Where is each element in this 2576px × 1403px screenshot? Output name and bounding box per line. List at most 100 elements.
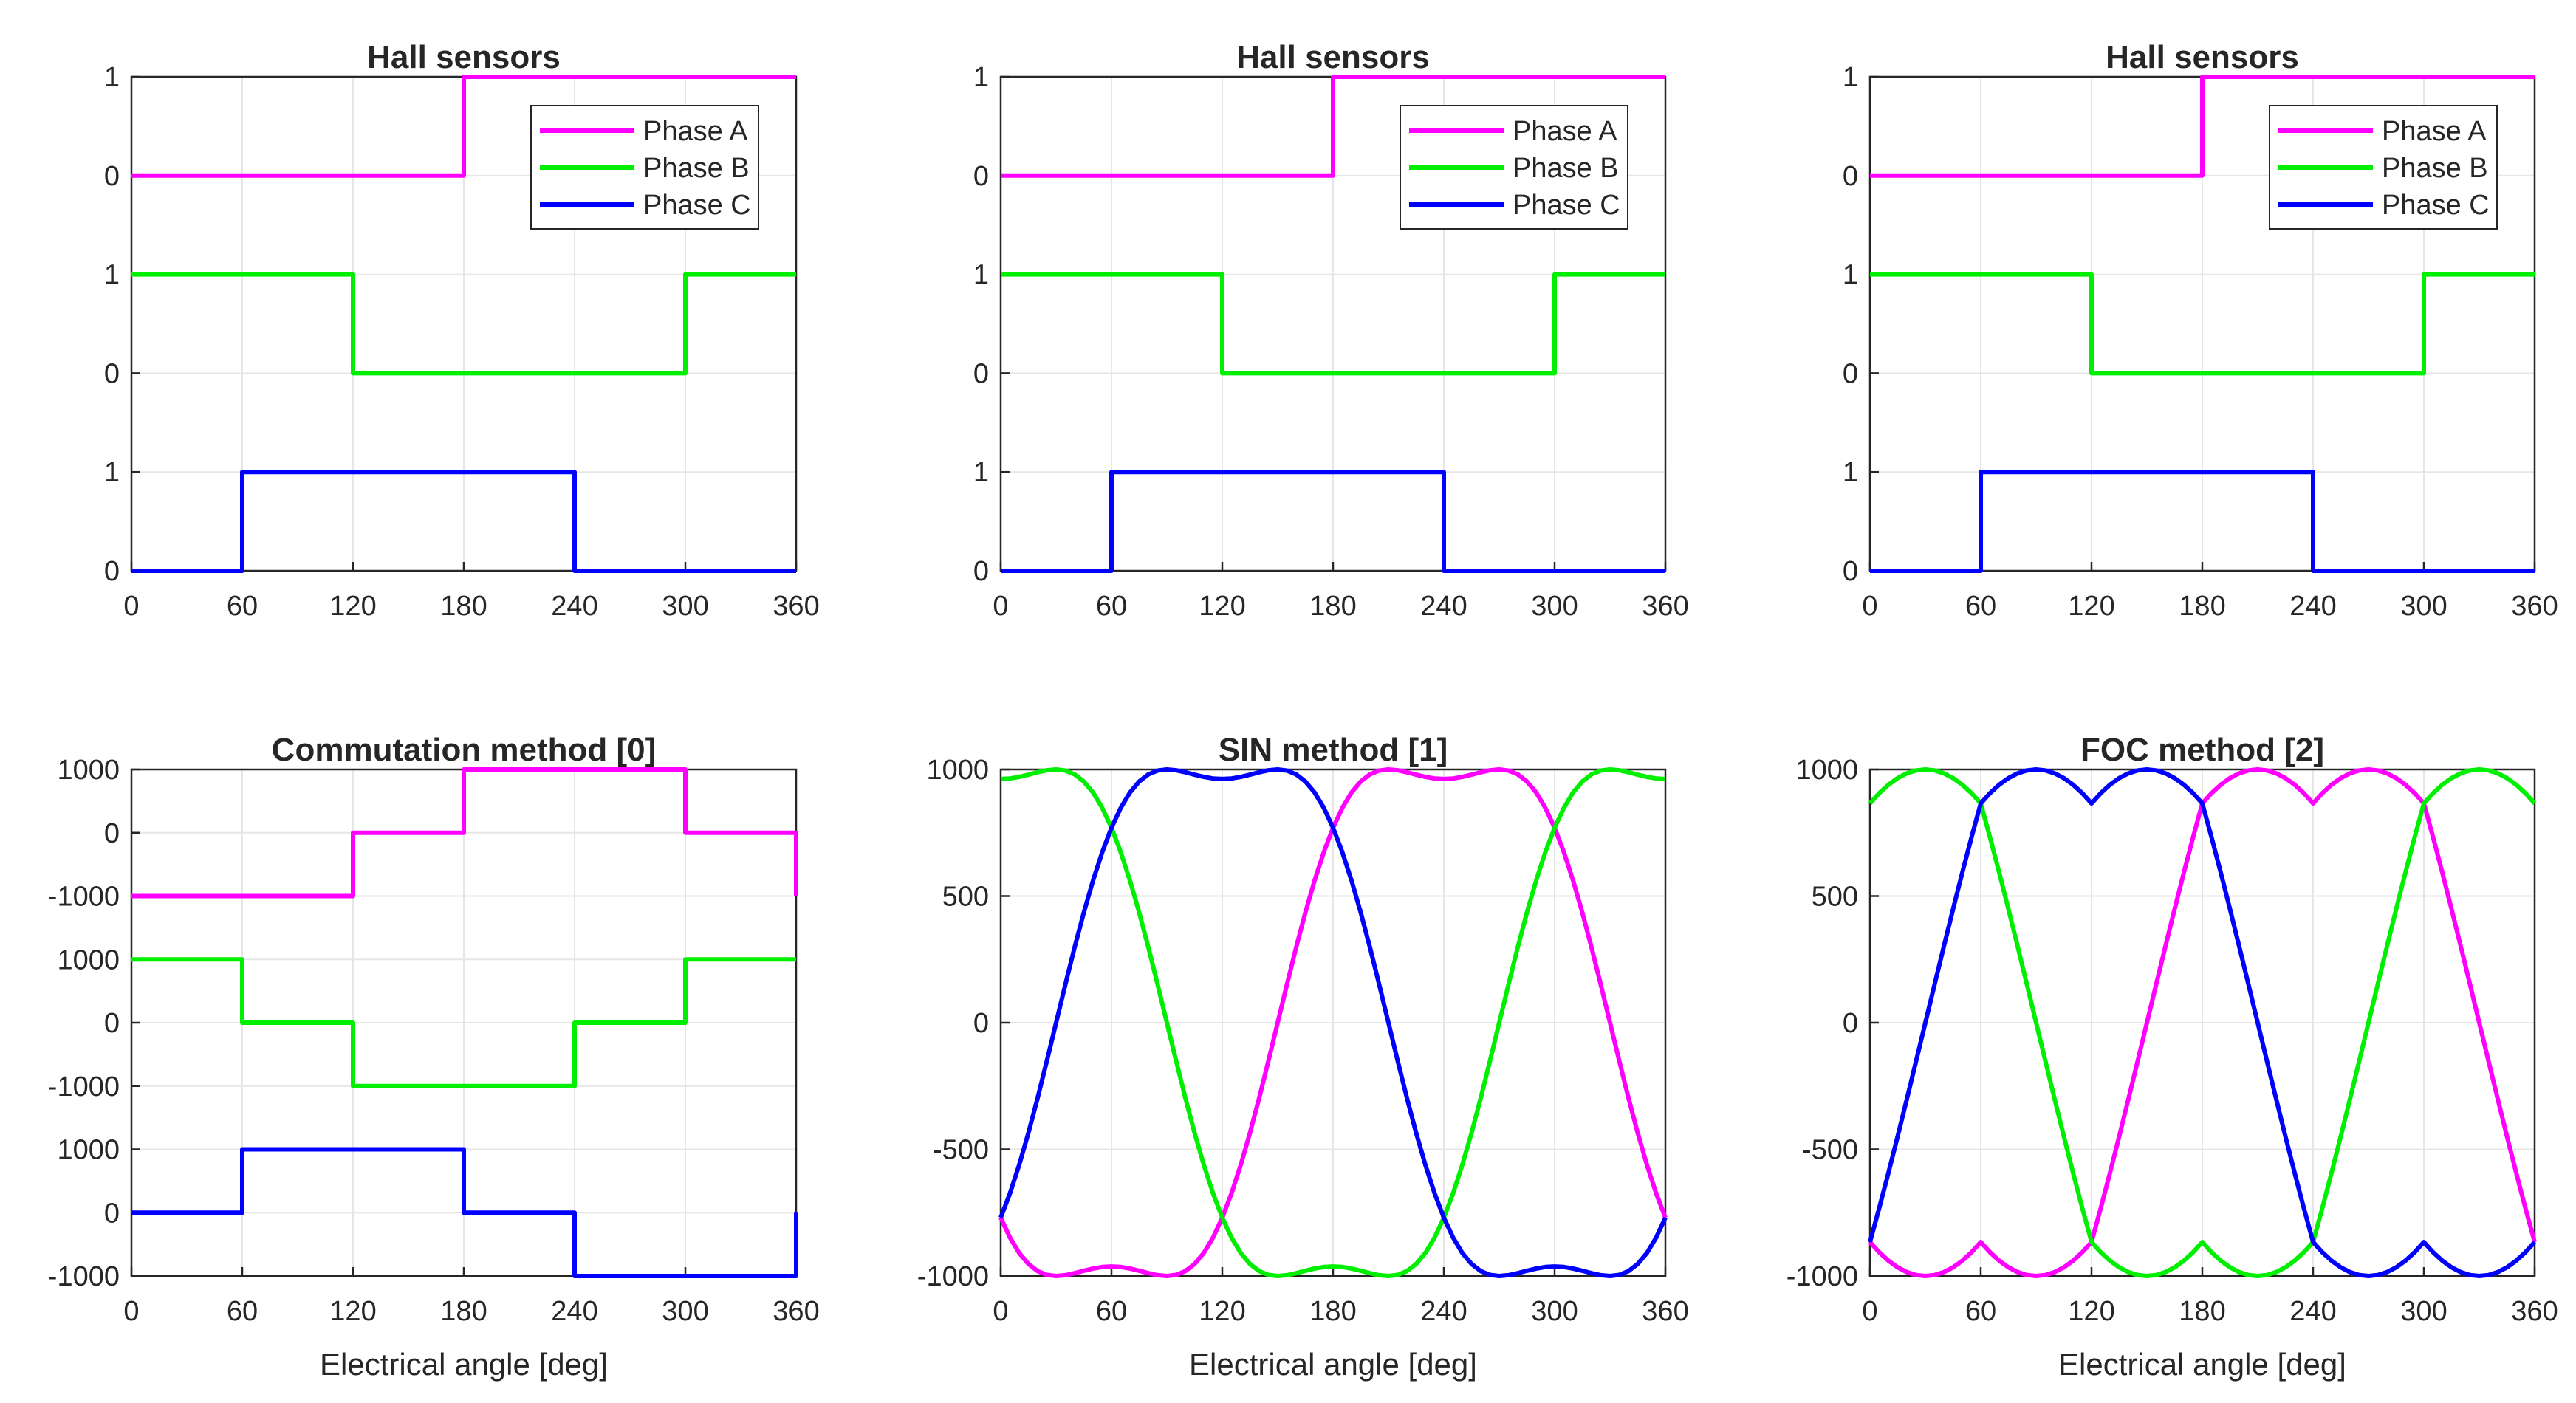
legend-box: Phase A Phase B Phase C	[2269, 105, 2498, 230]
chart-title: Hall sensors	[1236, 39, 1430, 75]
x-tick-label: 300	[662, 591, 708, 622]
legend-label-phase-c: Phase C	[1513, 190, 1620, 221]
y-tick-label: 1	[104, 62, 120, 93]
x-tick-label: 180	[2179, 591, 2225, 622]
y-tick-label: -1000	[1787, 1261, 1858, 1292]
chart-title: Commutation method [0]	[272, 732, 657, 768]
y-tick-label: 0	[1843, 161, 1858, 192]
subplot-hall-sensors-1: 0 60 120 180 240 300 360 1 0 1 0 1 0 Hall sensors Phas…	[104, 39, 820, 622]
legend-box: Phase A Phase B Phase C	[1400, 105, 1628, 230]
legend-label-phase-a: Phase A	[2382, 116, 2487, 147]
x-tick-label: 60	[1096, 1296, 1127, 1327]
x-tick-label: 60	[1965, 1296, 1996, 1327]
y-tick-label: 1000	[1795, 755, 1858, 786]
x-tick-label: 300	[662, 1296, 708, 1327]
x-tick-label: 360	[1642, 1296, 1688, 1327]
x-tick-label: 0	[123, 1296, 139, 1327]
x-tick-label: 360	[2511, 1296, 2558, 1327]
x-tick-label: 180	[1309, 1296, 1356, 1327]
y-tick-label: 1	[104, 457, 120, 488]
y-tick-label: 0	[104, 161, 120, 192]
chart-title: SIN method [1]	[1219, 732, 1448, 768]
series-phase-c	[1001, 470, 1665, 573]
x-tick-label: 120	[1199, 591, 1245, 622]
legend-label-phase-a: Phase A	[1513, 116, 1617, 147]
y-tick-label: 0	[973, 358, 989, 389]
series-phase-b	[1870, 272, 2535, 376]
series-phase-a	[1001, 75, 1665, 178]
x-tick-label: 0	[1862, 591, 1877, 622]
x-tick-label: 300	[2400, 1296, 2447, 1327]
y-tick-label: 0	[104, 556, 120, 587]
x-tick-label: 240	[2289, 1296, 2336, 1327]
series-phase-c	[131, 1147, 798, 1278]
x-tick-label: 60	[1965, 591, 1996, 622]
y-tick-label: 500	[1812, 882, 1858, 913]
y-tick-label: 0	[973, 161, 989, 192]
x-tick-label: 60	[1096, 591, 1127, 622]
subplot-hall-sensors-3: 0 60 120 180 240 300 360 1 0 1 0 1 0 Hall sensors Phas…	[1843, 39, 2558, 622]
series-phase-c	[1868, 767, 2537, 1278]
y-tick-label: -1000	[48, 1071, 120, 1102]
y-tick-label: -1000	[48, 882, 120, 913]
y-tick-label: 0	[973, 1008, 989, 1039]
legend-box: Phase A Phase B Phase C	[530, 105, 759, 230]
x-tick-label: 180	[440, 1296, 487, 1327]
x-tick-label: 360	[2511, 591, 2558, 622]
series-phase-b	[131, 272, 796, 376]
x-tick-label: 180	[440, 591, 487, 622]
x-tick-label: 60	[227, 1296, 258, 1327]
subplot-foc-method: 0 60 120 180 240 300 360 1000 500 0 -500 -1000 FOC m…	[1787, 732, 2558, 1382]
chart-title: Hall sensors	[2106, 39, 2299, 75]
x-tick-label: 360	[773, 591, 819, 622]
legend-label-phase-c: Phase C	[2382, 190, 2490, 221]
x-tick-label: 300	[1531, 1296, 1578, 1327]
y-tick-label: 0	[1843, 1008, 1858, 1039]
subplot-commutation-method: 0 60 120 180 240 300 36010000-100010000-100010…	[48, 732, 820, 1382]
y-tick-label: -500	[933, 1135, 989, 1166]
y-tick-label: -1000	[48, 1261, 120, 1292]
x-tick-label: 240	[551, 1296, 597, 1327]
legend-label-phase-b: Phase B	[1513, 153, 1619, 184]
x-tick-label: 360	[773, 1296, 819, 1327]
y-tick-label: -500	[1802, 1135, 1858, 1166]
x-tick-label: 360	[1642, 591, 1688, 622]
y-tick-label: 0	[104, 358, 120, 389]
y-tick-label: 1000	[57, 1135, 120, 1166]
y-tick-label: 0	[973, 556, 989, 587]
y-tick-label: 500	[942, 882, 989, 913]
y-tick-label: 0	[1843, 358, 1858, 389]
y-tick-label: 0	[1843, 556, 1858, 587]
y-tick-label: 0	[104, 818, 120, 849]
x-tick-label: 120	[329, 591, 376, 622]
legend-label-phase-c: Phase C	[643, 190, 751, 221]
x-axis-label: Electrical angle [deg]	[320, 1347, 608, 1382]
x-axis-label: Electrical angle [deg]	[2058, 1347, 2346, 1382]
y-tick-label: 1	[973, 260, 989, 291]
y-tick-label: 1	[1843, 457, 1858, 488]
x-axis-label: Electrical angle [deg]	[1189, 1347, 1477, 1382]
y-tick-label: 1000	[926, 755, 989, 786]
x-tick-label: 180	[1309, 591, 1356, 622]
series-phase-b	[1001, 272, 1665, 376]
x-tick-label: 0	[1862, 1296, 1877, 1327]
x-tick-label: 240	[1420, 591, 1467, 622]
x-tick-label: 240	[2289, 591, 2336, 622]
y-tick-label: 1	[104, 260, 120, 291]
subplot-sin-method: 0 60 120 180 240 300 360 1000 500 0 -500 -1000 SIN m…	[917, 732, 1689, 1382]
x-tick-label: 60	[227, 591, 258, 622]
series-phase-a	[131, 75, 796, 178]
x-tick-label: 120	[2068, 591, 2114, 622]
x-tick-label: 0	[123, 591, 139, 622]
series-phase-c	[998, 767, 1668, 1278]
x-tick-label: 120	[329, 1296, 376, 1327]
y-tick-label: 1	[973, 62, 989, 93]
legend-label-phase-a: Phase A	[643, 116, 748, 147]
y-tick-label: -1000	[917, 1261, 989, 1292]
chart-title: FOC method [2]	[2080, 732, 2324, 768]
series-phase-c	[1870, 470, 2535, 573]
y-tick-label: 1000	[57, 755, 120, 786]
x-tick-label: 0	[993, 591, 1008, 622]
x-tick-label: 0	[993, 1296, 1008, 1327]
